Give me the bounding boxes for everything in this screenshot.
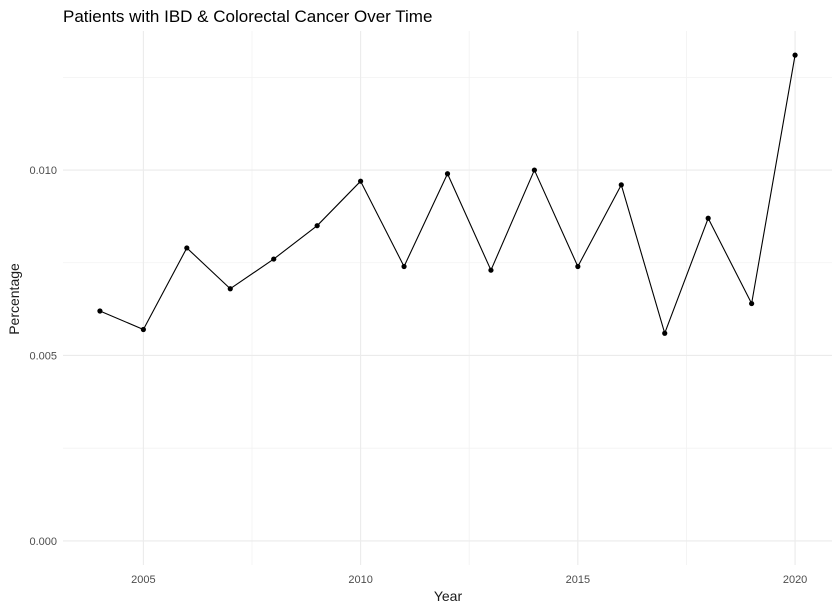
x-axis-ticks: 2005 2010 2015 2020 (131, 574, 807, 586)
series-points (97, 52, 798, 336)
data-point (140, 326, 146, 333)
data-point (792, 52, 798, 58)
y-tick-label: 0.005 (29, 350, 57, 362)
x-tick-label: 2005 (131, 574, 155, 586)
series-lines (99, 55, 796, 334)
grid (63, 31, 832, 565)
chart-title: Patients with IBD & Colorectal Cancer Ov… (63, 7, 432, 26)
data-point (749, 300, 755, 307)
data-point (314, 223, 320, 229)
data-point (401, 263, 407, 270)
data-point (705, 215, 711, 221)
y-axis-title: Percentage (6, 263, 22, 335)
data-point (531, 167, 537, 173)
x-tick-label: 2015 (566, 574, 590, 586)
data-point (271, 256, 277, 262)
data-point (618, 182, 624, 188)
data-point (662, 330, 668, 336)
x-axis-title: Year (434, 588, 463, 604)
data-point (358, 178, 364, 184)
data-point (488, 267, 494, 273)
y-tick-label: 0.000 (29, 536, 57, 548)
series-line (99, 55, 796, 334)
y-axis-ticks: 0.000 0.005 0.010 (29, 165, 57, 548)
data-point (97, 308, 103, 314)
x-tick-label: 2020 (783, 574, 807, 586)
data-point (184, 245, 190, 251)
data-point (575, 263, 581, 270)
data-point (227, 286, 233, 292)
x-tick-label: 2010 (348, 574, 372, 586)
y-tick-label: 0.010 (29, 165, 57, 177)
data-point (444, 171, 451, 177)
